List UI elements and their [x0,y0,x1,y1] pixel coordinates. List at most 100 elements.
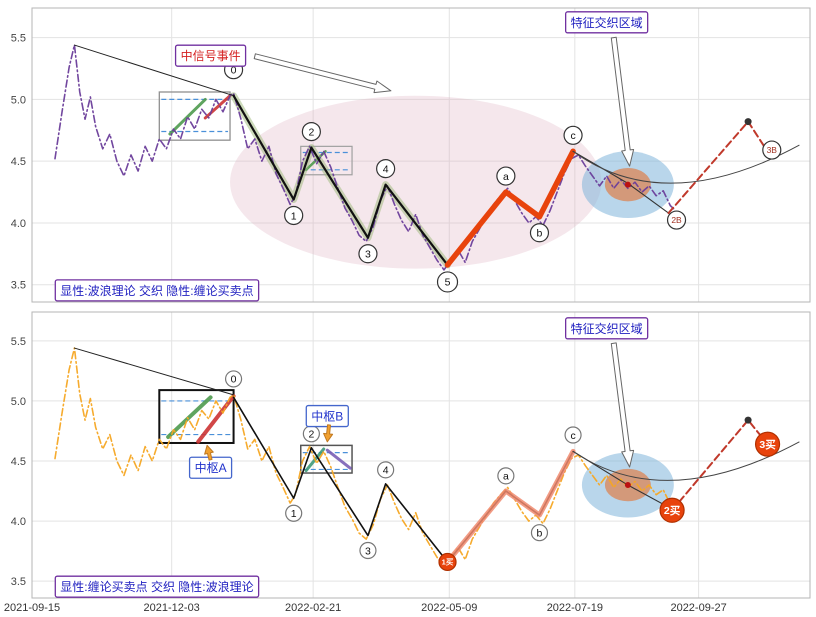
wave-a-badge-circle [496,166,516,186]
wave-1-badge-circle [284,205,304,226]
signal-event-label-box [174,44,247,67]
projection-dot [744,118,752,126]
wave-a-badge-circle [497,467,515,485]
wave-a-badge-label: a [503,171,509,183]
y-tick-label: 4.5 [11,156,26,168]
plot-border [31,7,811,303]
zhongshu-a-label: 中枢A [195,460,227,475]
pre-trend-line [73,44,235,97]
wave-c-badge-label: c [570,430,575,442]
abc-red-overlay [444,148,576,268]
legend-label: 显性:波浪理论 交织 隐性:缠论买卖点 [60,283,253,298]
y-tick-label: 5.0 [11,396,26,408]
legend-label: 显性:缠论买卖点 交织 隐性:波浪理论 [60,579,253,594]
wave-0-badge-label: 0 [231,64,237,76]
feature-zone-label: 特征交织区域 [571,15,643,30]
zhongshu-a-box-inner-line [196,394,236,444]
feature-zone-label: 特征交织区域 [571,321,643,336]
zhongshu-a-box [158,389,235,444]
buy-1-badge-label: 1买 [442,558,454,567]
zhongshu-b-box [300,444,353,474]
y-tick-label: 3.5 [11,280,26,292]
feature-zone-label-box [565,317,649,340]
wave-2-badge-label: 2 [308,429,314,441]
wave-b-badge-label: b [537,228,543,240]
y-tick-label: 4.0 [11,516,26,528]
buy-2-badge-circle [659,497,685,523]
zhongshu-b-arrow [323,424,334,443]
chart-elliott-primary: 3.5 4.0 4.5 5.0 5.5 0 1 2 3 4 5 a b c 2B 3B 中信号事件 特征交织区域显… [11,7,811,303]
wave-c-badge-label: c [570,130,575,142]
zhongshu-b-label: 中枢B [311,409,343,424]
wave-3-badge-circle [358,244,378,264]
y-tick-label: 3.5 [11,576,26,588]
y-tick-label: 4.0 [11,218,26,230]
signal-box-1-inner-line [168,97,207,136]
wave-a-badge-label: a [503,471,509,483]
wave-c-badge-circle [564,426,582,444]
buy-1-badge-circle [438,552,457,572]
x-tick-label: 2022-07-19 [547,602,603,614]
buy-3-badge-label: 3买 [759,439,776,451]
feature-zone-label-box [565,11,649,34]
wave-4-badge-circle [377,461,395,479]
wave-b-badge-circle [529,223,550,243]
legend-label-box [54,575,260,598]
plot-area [32,8,810,302]
point-2b-badge-circle [666,210,687,230]
wave-5-badge-label: 5 [445,277,451,289]
buy-2-badge-label: 2买 [664,505,681,517]
wave-3-badge-label: 3 [365,545,371,557]
wave-1-badge-label: 1 [291,210,297,222]
wave-1-badge-circle [285,504,303,522]
zhongshu-a-box-inner-line [166,395,213,439]
wave-1-badge-label: 1 [291,508,297,520]
signal-event-label: 中信号事件 [181,48,241,63]
wave-4-badge-circle [376,159,396,179]
wave-3-badge-circle [359,541,377,560]
plot-border [31,311,811,599]
wave-2-badge-label: 2 [308,126,314,138]
pre-trend-line [73,347,235,396]
wave-4-badge-label: 4 [383,163,389,175]
feature-arrow [610,36,635,167]
y-tick-label: 5.5 [11,33,26,45]
wave-5-badge-circle [436,271,459,293]
point-3b-badge-circle [762,140,782,160]
zhongshu-a-arrow [204,444,214,461]
y-tick-label: 4.5 [11,456,26,468]
buy-3-badge-circle [754,431,781,457]
signal-box-1 [158,91,231,141]
y-tick-label: 5.0 [11,94,26,106]
x-tick-label: 2022-02-21 [285,602,341,614]
pink-trend-zone [230,95,602,269]
wave-b-badge-circle [530,524,549,542]
x-tick-label: 2021-12-03 [144,602,200,614]
abc-salmon-overlay [445,448,576,565]
zhongshu-b-box-inner-line [325,448,352,470]
projection-curve [572,144,800,184]
wave-0-badge-label: 0 [231,374,237,386]
wave-c-badge-circle [563,125,583,145]
y-tick-label: 5.5 [11,336,26,348]
feature-center-dot [624,181,631,188]
x-tick-label: 2021-09-15 [4,602,60,614]
legend-label-box [54,279,260,302]
point-2b-badge-label: 2B [671,215,682,225]
feature-arrow [610,342,635,468]
wave-2-badge-circle [301,121,321,142]
projection-dot [744,416,752,424]
plot-area [32,312,810,598]
point-3b-badge-label: 3B [767,145,778,155]
wave-0-badge-circle [224,370,243,388]
signal-arrow [253,53,392,94]
feature-center-dot [624,482,631,489]
projection-curve [572,441,800,481]
wave-b-badge-label: b [537,527,543,539]
x-tick-label: 2022-05-09 [421,602,477,614]
wave-4-badge-label: 4 [383,465,389,477]
wave-3-badge-label: 3 [365,249,371,261]
